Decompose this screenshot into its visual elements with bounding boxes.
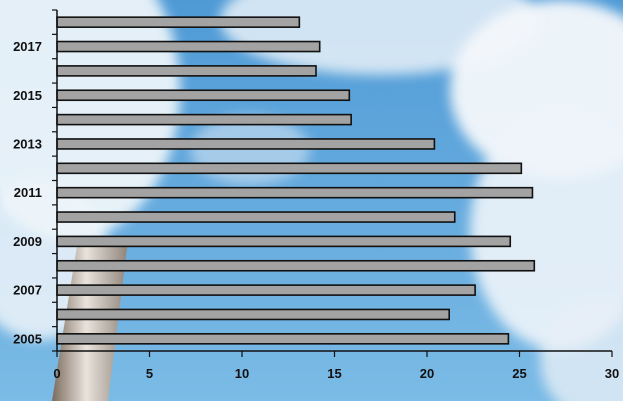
bar-2014 [56, 113, 352, 126]
y-tick-label-2015: 2015 [13, 88, 42, 103]
bar-2017 [56, 40, 321, 53]
bar-2007 [56, 284, 476, 296]
axes-group: 2005 2007 2009 2011 2013 2015 2017 0 5 10 15 20 25 30 [13, 9, 619, 381]
bar-2012 [56, 162, 523, 175]
bar-2009 [56, 235, 512, 248]
x-tick-label-10: 10 [235, 366, 249, 381]
bar-2013 [56, 138, 436, 150]
bar-2015 [56, 89, 351, 102]
x-tick-label-5: 5 [146, 366, 153, 381]
y-tick-label-2013: 2013 [13, 136, 42, 151]
bar-2008 [56, 259, 536, 272]
x-tick-label-15: 15 [327, 366, 341, 381]
x-tick-label-30: 30 [605, 366, 619, 381]
bars-group [56, 16, 536, 345]
y-tick-label-2011: 2011 [14, 185, 42, 200]
bar-2010 [56, 211, 456, 223]
bar-2018 [56, 16, 301, 28]
bar-2005 [56, 333, 510, 345]
bar-2016 [56, 65, 317, 77]
x-tick-label-0: 0 [53, 366, 60, 381]
bar-2006 [56, 308, 451, 321]
x-tick-label-25: 25 [512, 366, 526, 381]
chimney-shape [52, 240, 128, 401]
y-tick-label-2017: 2017 [13, 39, 42, 54]
y-tick-label-2007: 2007 [13, 283, 42, 298]
bar-2011 [56, 186, 534, 199]
y-tick-label-2005: 2005 [13, 331, 42, 346]
x-tick-label-20: 20 [420, 366, 434, 381]
y-tick-label-2009: 2009 [13, 234, 42, 249]
